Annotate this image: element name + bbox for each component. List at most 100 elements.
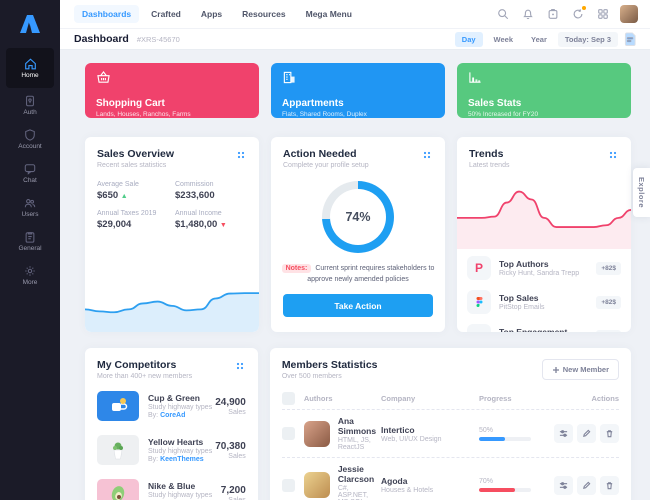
search-icon[interactable] xyxy=(495,6,511,22)
sidebar-item-more[interactable]: More xyxy=(6,258,54,292)
brand-logo[interactable] xyxy=(0,0,60,48)
notes-text: Notes: Current sprint requires stakehold… xyxy=(281,264,435,285)
avatar xyxy=(303,472,330,498)
trends-sparkline-chart xyxy=(457,177,631,249)
stat-annual-taxes: Annual Taxes 2019 $29,004 xyxy=(97,210,157,230)
stat-card-title: Sales Stats xyxy=(468,98,522,109)
page-reference: #XRS-45670 xyxy=(136,34,180,44)
sales-sparkline-chart xyxy=(85,274,259,332)
select-all-checkbox[interactable] xyxy=(281,392,295,405)
main-menu: Dashboards Crafted Apps Resources Mega M… xyxy=(74,5,360,23)
avocado-photo xyxy=(97,479,139,500)
sidebar-item-label: Account xyxy=(18,142,42,150)
new-member-button[interactable]: New Member xyxy=(541,359,619,380)
delete-icon[interactable] xyxy=(600,424,619,443)
edit-icon[interactable] xyxy=(577,475,596,495)
menu-item-crafted[interactable]: Crafted xyxy=(151,9,181,19)
column-header-actions: Actions xyxy=(591,394,619,403)
settings-icon[interactable] xyxy=(554,424,573,443)
competitor-row[interactable]: Yellow Hearts Study highway types By: Ke… xyxy=(97,428,246,472)
sidebar-item-general[interactable]: General xyxy=(6,224,54,258)
notes-badge: Notes: xyxy=(281,264,312,273)
logo-icon xyxy=(20,15,40,33)
stat-card-subtitle: 50% Increased for FY20 xyxy=(468,111,539,118)
shield-icon xyxy=(25,128,35,141)
competitor-row[interactable]: Cup & Green Study highway types By: Core… xyxy=(97,384,246,428)
appartments-card[interactable]: Appartments Flats, Shared Rooms, Duplex xyxy=(271,63,445,118)
progress-donut: 74% xyxy=(322,181,394,253)
users-icon xyxy=(24,198,36,207)
members-table: Authors Company Progress Actions Ana Sim… xyxy=(270,380,631,500)
bell-icon[interactable] xyxy=(520,6,536,22)
trend-item-top-engagement[interactable]: v Top Engagement KT.com +82$ xyxy=(467,319,621,332)
card-menu-icon[interactable] xyxy=(606,148,620,162)
clipboard-icon xyxy=(25,231,35,243)
sidebar-item-chat[interactable]: Chat xyxy=(6,156,54,190)
vimeo-logo: v xyxy=(467,324,491,332)
card-title: My Competitors xyxy=(97,359,177,371)
range-day-button[interactable]: Day xyxy=(454,31,483,47)
card-menu-icon[interactable] xyxy=(234,148,248,162)
sidebar-item-label: Chat xyxy=(23,176,37,184)
trend-item-top-authors[interactable]: P Top Authors Ricky Hunt, Sandra Trepp +… xyxy=(467,251,621,285)
card-subtitle: Recent sales statistics xyxy=(97,162,167,169)
take-action-button[interactable]: Take Action xyxy=(283,294,433,317)
trend-item-top-sales[interactable]: Top Sales PitStop Emails +82$ xyxy=(467,285,621,319)
card-subtitle: Over 500 members xyxy=(281,373,342,380)
gear-icon xyxy=(25,265,35,276)
date-picker-button[interactable]: Today: Sep 3 xyxy=(557,31,618,47)
building-icon xyxy=(283,71,295,84)
top-navbar: Dashboards Crafted Apps Resources Mega M… xyxy=(60,0,650,28)
sidebar-item-users[interactable]: Users xyxy=(6,190,54,224)
menu-item-resources[interactable]: Resources xyxy=(242,9,286,19)
menu-item-mega-menu[interactable]: Mega Menu xyxy=(305,9,352,19)
box-icon[interactable] xyxy=(545,6,561,22)
page-title: Dashboard xyxy=(74,33,129,45)
sales-overview-card: Sales Overview Recent sales statistics A… xyxy=(85,137,259,332)
sidebar-item-label: Home xyxy=(21,71,39,79)
menu-item-apps[interactable]: Apps xyxy=(200,9,223,19)
action-needed-card: Action Needed Complete your profile setu… xyxy=(271,137,445,332)
range-year-button[interactable]: Year xyxy=(531,34,547,44)
shopping-cart-card[interactable]: Shopping Cart Lands, Houses, Ranchos, Fa… xyxy=(85,63,259,118)
grid-icon[interactable] xyxy=(595,6,611,22)
card-subtitle: Latest trends xyxy=(469,162,510,169)
sales-stats-card[interactable]: Sales Stats 50% Increased for FY20 xyxy=(457,63,631,118)
card-menu-icon[interactable] xyxy=(233,359,247,373)
trend-down-icon: ▼ xyxy=(219,222,227,229)
user-avatar[interactable] xyxy=(620,5,638,23)
document-icon[interactable] xyxy=(622,31,638,47)
stat-card-title: Appartments xyxy=(282,98,344,109)
progress-bar xyxy=(479,436,531,441)
card-title: Sales Overview xyxy=(97,148,175,160)
edit-icon[interactable] xyxy=(577,424,596,443)
column-header-progress: Progress xyxy=(479,394,512,403)
menu-item-dashboards[interactable]: Dashboards xyxy=(74,5,140,23)
trends-card: Trends Latest trends P Top Authors xyxy=(457,137,631,332)
content-area: Shopping Cart Lands, Houses, Ranchos, Fa… xyxy=(60,50,650,500)
settings-icon[interactable] xyxy=(554,475,573,495)
explore-button[interactable]: Explore xyxy=(633,168,650,218)
competitor-by-link[interactable]: CoreAd xyxy=(160,412,186,419)
card-menu-icon[interactable] xyxy=(420,148,434,162)
competitor-by-link[interactable]: KeenThemes xyxy=(160,456,204,463)
refresh-icon[interactable] xyxy=(570,6,586,22)
row-checkbox[interactable] xyxy=(281,427,295,440)
members-statistics-card: Members Statistics Over 500 members New … xyxy=(269,348,631,500)
chat-bubble-icon xyxy=(24,163,36,175)
delete-icon[interactable] xyxy=(600,475,619,495)
progress-percentage: 74% xyxy=(330,189,386,245)
card-subtitle: Complete your profile setup xyxy=(283,162,369,169)
trend-value-badge: +82$ xyxy=(596,329,621,332)
row-checkbox[interactable] xyxy=(281,478,295,492)
competitor-row[interactable]: Nike & Blue Study highway types By: Invi… xyxy=(97,472,246,500)
sidebar-item-account[interactable]: Account xyxy=(6,122,54,156)
range-week-button[interactable]: Week xyxy=(493,34,514,44)
sidebar-item-home[interactable]: Home xyxy=(6,48,54,88)
plant-photo xyxy=(97,435,139,465)
avatar xyxy=(303,420,330,447)
auth-file-icon xyxy=(26,95,34,106)
sidebar-item-auth[interactable]: Auth xyxy=(6,88,54,122)
plurk-logo: P xyxy=(467,256,491,280)
